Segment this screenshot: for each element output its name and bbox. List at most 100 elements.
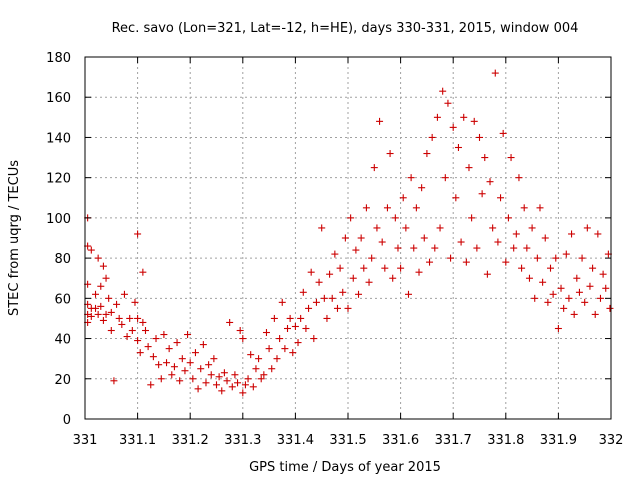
data-point	[554, 325, 562, 332]
data-point	[420, 234, 428, 242]
data-point	[468, 214, 476, 222]
data-point	[591, 310, 599, 318]
data-point	[318, 224, 326, 232]
data-point	[378, 238, 386, 246]
y-tick-label: 180	[46, 51, 71, 66]
data-point	[247, 351, 255, 359]
data-point	[152, 335, 160, 343]
data-point	[278, 298, 286, 306]
data-point	[541, 234, 549, 242]
data-point	[523, 244, 531, 252]
data-point	[223, 377, 231, 385]
data-point	[391, 214, 399, 222]
data-point	[520, 204, 528, 212]
data-point	[268, 365, 276, 373]
data-point	[87, 312, 95, 320]
data-point	[573, 274, 581, 282]
data-point	[144, 343, 152, 351]
data-point	[141, 327, 149, 335]
data-point	[499, 129, 507, 137]
data-point	[273, 355, 281, 363]
data-point	[594, 230, 602, 238]
data-point	[113, 300, 121, 308]
data-point	[581, 298, 589, 306]
data-point	[355, 290, 363, 298]
data-point	[310, 335, 318, 343]
data-point	[515, 174, 523, 182]
data-point	[418, 184, 426, 192]
data-point	[483, 270, 491, 278]
data-point	[236, 327, 244, 335]
data-point	[312, 298, 320, 306]
x-axis-label: GPS time / Days of year 2015	[249, 460, 441, 475]
data-point	[276, 335, 284, 343]
data-point	[289, 349, 297, 357]
data-point	[399, 194, 407, 202]
data-point	[360, 264, 368, 272]
data-point	[357, 234, 365, 242]
data-point	[197, 365, 205, 373]
data-point	[252, 365, 260, 373]
data-point	[207, 371, 215, 379]
data-point	[599, 270, 607, 278]
data-point	[265, 345, 273, 353]
data-point	[544, 298, 552, 306]
data-point	[449, 123, 457, 131]
x-tick-labels: 331 331.1 331.2 331.3 331.4 331.5 331.6 331.7 33…	[73, 433, 624, 448]
data-point	[87, 246, 95, 254]
data-point	[502, 258, 510, 266]
y-tick-label: 0	[63, 413, 71, 428]
x-tick-label: 331.8	[487, 433, 524, 448]
data-point	[194, 385, 202, 393]
x-tick-label: 331.9	[540, 433, 577, 448]
data-point	[412, 204, 420, 212]
data-point	[407, 174, 415, 182]
data-point	[299, 288, 307, 296]
chart-title: Rec. savo (Lon=321, Lat=-12, h=HE), days…	[112, 21, 579, 36]
data-point	[575, 288, 583, 296]
data-point	[302, 325, 310, 332]
data-point	[328, 294, 336, 302]
data-point	[191, 349, 199, 357]
data-point	[241, 381, 249, 389]
data-point	[373, 224, 381, 232]
data-point	[586, 282, 594, 290]
data-point	[436, 224, 444, 232]
data-point	[260, 371, 268, 379]
data-point	[426, 258, 434, 266]
data-point	[110, 377, 118, 385]
data-point	[336, 264, 344, 272]
y-tick-label: 80	[54, 252, 71, 267]
data-point	[262, 329, 270, 337]
data-point	[270, 314, 278, 322]
data-point	[344, 304, 352, 312]
y-tick-label: 140	[46, 131, 71, 146]
data-point	[512, 230, 520, 238]
y-tick-label: 20	[54, 373, 71, 388]
data-point	[291, 322, 299, 330]
data-point	[444, 99, 452, 107]
x-tick-label: 331.3	[224, 433, 261, 448]
data-point	[431, 244, 439, 252]
data-point	[136, 349, 144, 357]
data-point	[339, 288, 347, 296]
data-point	[284, 325, 292, 332]
data-point	[155, 361, 163, 369]
data-point	[126, 314, 134, 322]
data-point	[213, 381, 220, 389]
data-point	[281, 345, 289, 353]
data-point	[215, 373, 223, 381]
data-point	[184, 331, 192, 339]
data-point	[486, 178, 494, 186]
data-point	[134, 337, 142, 345]
data-point	[539, 278, 547, 286]
data-point	[120, 290, 128, 298]
data-point	[447, 254, 455, 262]
data-point	[552, 254, 560, 262]
data-point	[239, 389, 247, 397]
data-point	[402, 224, 410, 232]
data-point	[352, 246, 360, 254]
y-tick-label: 160	[46, 91, 71, 106]
data-point	[518, 264, 526, 272]
data-point	[494, 238, 502, 246]
